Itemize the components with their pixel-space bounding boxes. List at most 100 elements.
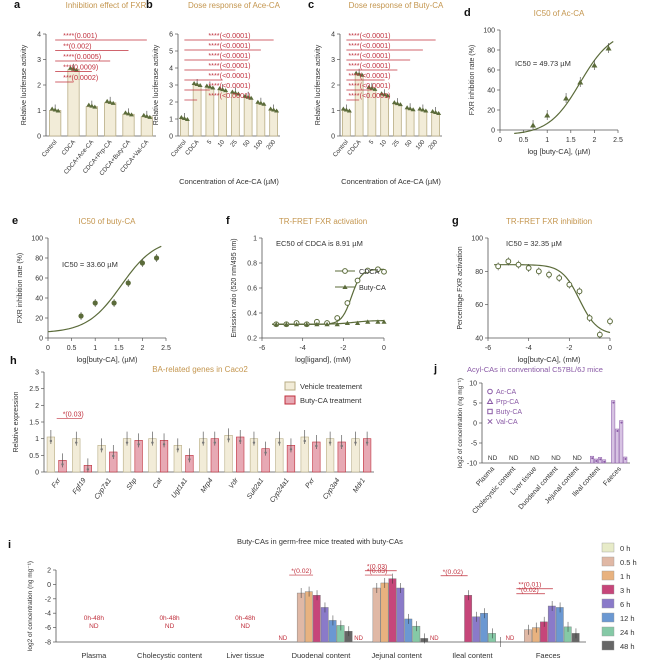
x-tick-label: 2.5 <box>161 345 171 352</box>
x-tick-label: -6 <box>259 345 265 352</box>
data-point <box>181 116 187 120</box>
x-axis-label: Concentration of Ace-CA (µM) <box>341 177 441 186</box>
x-tick-label: Shp <box>126 477 139 491</box>
legend-label: Buty-CA <box>496 409 522 416</box>
x-tick-label: Jejunal content <box>371 651 422 660</box>
y-tick-label: 40 <box>487 88 495 95</box>
data-point <box>420 107 426 112</box>
y-tick-label: 0 <box>169 134 173 141</box>
data-point-buty-ca <box>273 321 279 327</box>
data-point <box>92 104 98 109</box>
legend-swatch <box>601 556 615 567</box>
y-tick-label: 1 <box>169 117 173 124</box>
legend-swatch <box>284 381 296 391</box>
x-tick-label: Pxr <box>304 477 316 490</box>
data-point <box>356 71 362 76</box>
significance-label: ****(<0.0001) <box>348 41 390 50</box>
bar <box>396 587 405 643</box>
data-point <box>620 421 623 424</box>
x-tick-label: Control <box>332 139 350 159</box>
data-point <box>144 113 150 118</box>
y-axis-label: Emission ratio (520 nm/495 nm) <box>231 238 238 337</box>
bar <box>122 113 135 137</box>
data-point <box>217 86 223 91</box>
bar <box>380 94 389 137</box>
y-tick-label: 0 <box>37 134 41 141</box>
x-tick-label: -4 <box>300 345 306 352</box>
y-tick-label: 4 <box>37 32 41 39</box>
x-tick-label: Duodenal content <box>292 651 352 660</box>
x-tick-label: Control <box>170 139 188 159</box>
bar <box>85 106 98 137</box>
data-point <box>586 315 593 321</box>
data-point <box>385 93 391 98</box>
y-tick-label: 0 <box>331 134 335 141</box>
y-tick-label: 2.5 <box>29 386 39 393</box>
x-tick-label: 0 <box>498 137 502 144</box>
significance-label: *(0.03) <box>367 564 387 571</box>
bar <box>615 428 620 464</box>
x-axis-label: log[buty-CA], (µM) <box>77 355 139 364</box>
x-tick-label: 50 <box>242 138 252 148</box>
y-tick-label: 1 <box>331 108 335 115</box>
data-point <box>129 112 134 117</box>
nd-label: ND <box>241 623 251 630</box>
data-point <box>245 94 251 99</box>
data-point-cdca <box>381 268 387 275</box>
data-point-buty-ca <box>314 321 320 327</box>
bar <box>312 595 321 643</box>
data-point <box>111 300 117 306</box>
y-tick-label: 2 <box>169 100 173 107</box>
y-tick-label: 4 <box>169 66 173 73</box>
fit-curve <box>494 264 611 334</box>
data-point <box>603 460 606 463</box>
data-point <box>268 106 274 111</box>
data-point-cdca <box>354 277 361 284</box>
y-tick-label: 2 <box>37 83 41 90</box>
panel-label: i <box>8 539 11 551</box>
data-point <box>204 83 210 88</box>
x-tick-label: -2 <box>340 345 346 352</box>
data-point <box>188 458 191 461</box>
data-point <box>359 72 365 77</box>
legend-label: 6 h <box>620 600 630 609</box>
x-tick-label: 2.5 <box>613 137 623 144</box>
data-point <box>207 84 213 89</box>
y-tick-label: 2 <box>47 568 51 575</box>
data-point <box>68 65 73 70</box>
bar <box>49 110 62 137</box>
x-tick-label: Faeces <box>536 651 561 660</box>
data-point <box>86 468 90 471</box>
x-tick-label: -2 <box>566 345 572 352</box>
nd-label: ND <box>165 623 175 630</box>
significance-label: ****(<0.0001) <box>208 51 250 60</box>
bar <box>539 621 548 643</box>
legend-label: 3 h <box>620 586 630 595</box>
data-point <box>235 91 241 96</box>
data-point <box>248 95 254 100</box>
y-tick-label: 100 <box>471 236 483 243</box>
range-label: 0h-48h <box>84 615 105 622</box>
x-tick-label: Cyp3a4 <box>322 477 342 501</box>
data-point <box>49 106 55 111</box>
y-tick-label: 0 <box>35 470 39 477</box>
bar <box>405 108 415 137</box>
bar <box>547 605 556 643</box>
x-tick-label: CDCA <box>346 138 363 157</box>
x-tick-label: Liver tissue <box>226 651 264 660</box>
nd-label: ND <box>89 623 99 630</box>
y-tick-label: 5 <box>473 401 477 408</box>
annotation: IC50 = 32.35 µM <box>506 239 562 248</box>
legend-label: 12 h <box>620 614 635 623</box>
legend-swatch <box>601 598 615 609</box>
y-axis-label: Relative luciferase activity <box>315 44 322 125</box>
y-tick-label: 80 <box>35 256 43 263</box>
x-axis-label: Concentration of Ace-CA (µM) <box>179 177 279 186</box>
bar <box>524 629 532 643</box>
bar <box>328 620 337 643</box>
y-tick-label: 6 <box>169 32 173 39</box>
data-point <box>261 101 267 106</box>
bar <box>418 110 428 137</box>
legend-label: Vehicle treatement <box>300 382 363 391</box>
data-point-buty-ca <box>344 320 350 325</box>
